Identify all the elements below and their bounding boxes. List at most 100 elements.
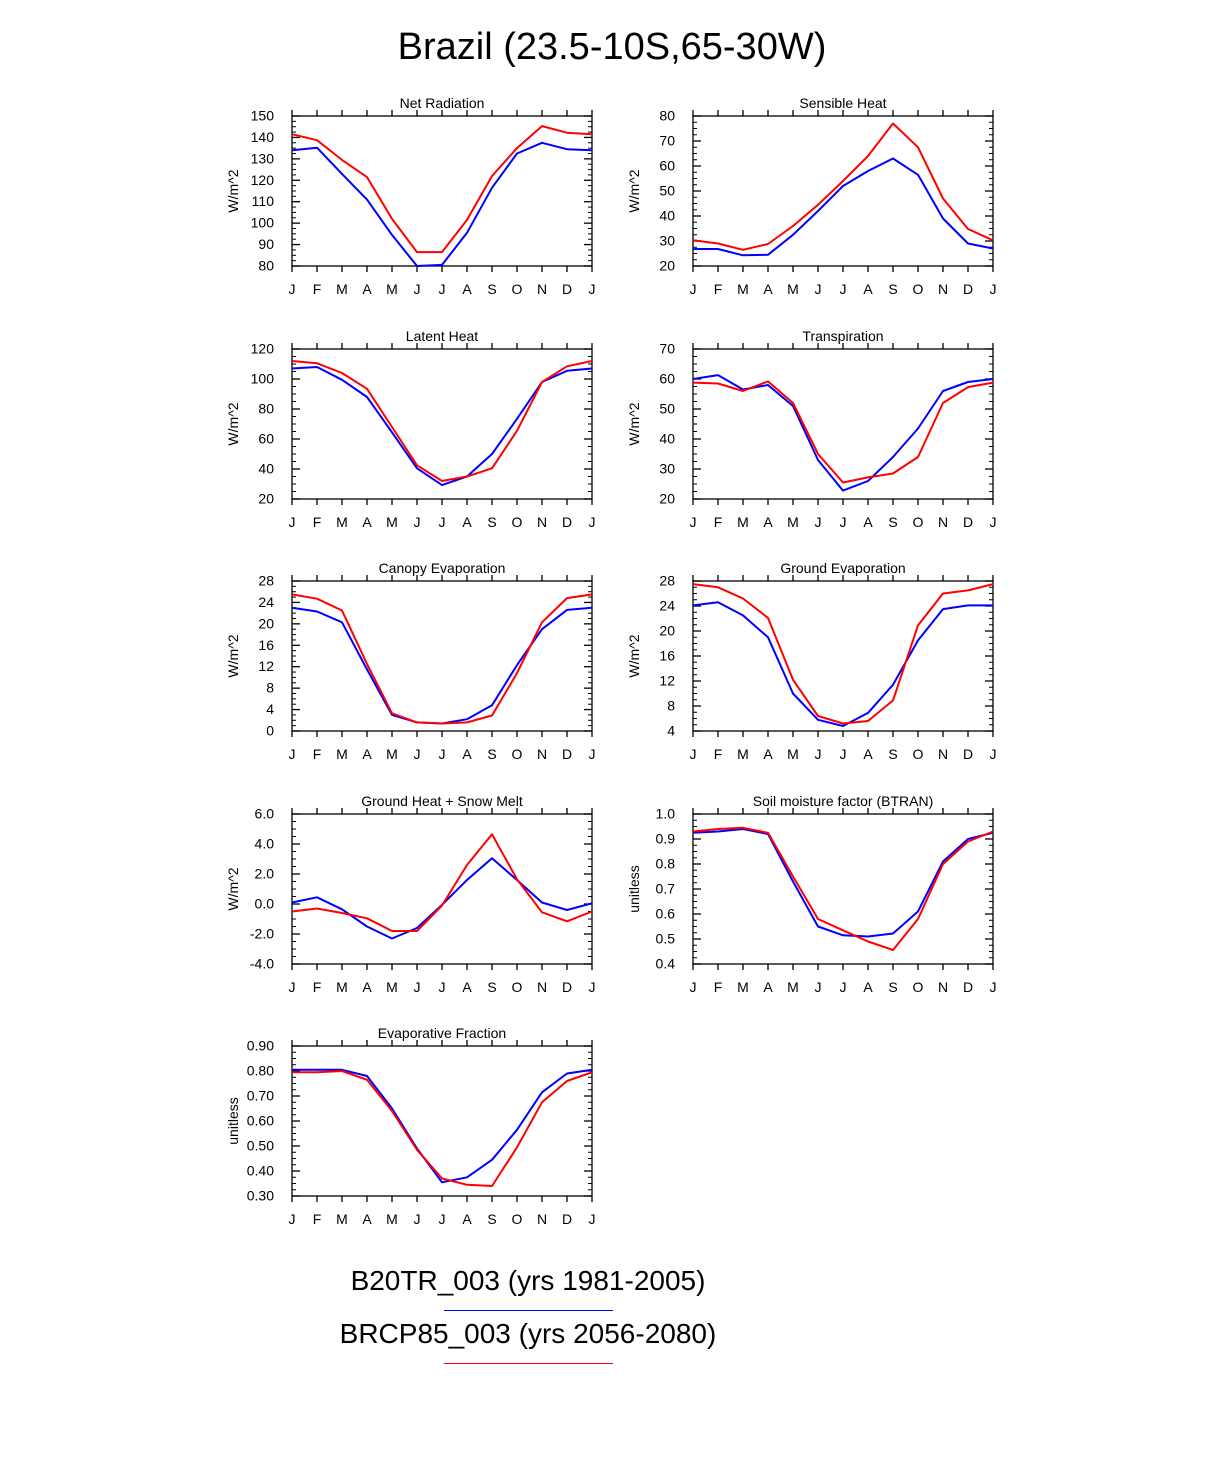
y-tick-label: 150 (251, 108, 275, 124)
x-tick-label: J (589, 1211, 596, 1227)
y-tick-label: 0.5 (656, 931, 676, 947)
x-tick-label: M (386, 979, 398, 995)
x-tick-label: J (589, 979, 596, 995)
y-tick-label: 100 (251, 371, 275, 387)
x-tick-label: N (938, 281, 948, 297)
x-tick-label: D (562, 746, 572, 762)
x-tick-label: M (386, 514, 398, 530)
x-tick-label: N (537, 746, 547, 762)
y-tick-label: 0.30 (247, 1188, 274, 1204)
y-tick-label: 60 (659, 371, 675, 387)
series-line-brcp85 (291, 833, 593, 932)
y-tick-label: 6.0 (255, 806, 275, 822)
legend-label-run2: BRCP85_003 (yrs 2056-2080) (339, 1318, 717, 1349)
x-tick-label: J (815, 746, 822, 762)
panel-title: Net Radiation (400, 95, 485, 111)
y-tick-label: 0.60 (247, 1113, 274, 1129)
x-tick-label: A (462, 514, 472, 530)
plot-frame (692, 348, 994, 500)
x-tick-label: A (863, 281, 873, 297)
panel-title: Sensible Heat (799, 95, 886, 111)
y-tick-label: 0.8 (656, 856, 676, 872)
y-tick-label: 0.4 (656, 956, 676, 972)
series-line-b20tr (291, 366, 593, 487)
x-tick-label: M (787, 514, 799, 530)
x-tick-label: J (690, 281, 697, 297)
x-tick-label: O (512, 979, 523, 995)
x-tick-label: O (913, 281, 924, 297)
x-tick-label: J (439, 1211, 446, 1227)
plot-frame (291, 115, 593, 267)
x-tick-label: J (690, 979, 697, 995)
x-tick-label: J (690, 514, 697, 530)
y-tick-label: 16 (659, 648, 675, 664)
panel-title: Ground Heat + Snow Melt (361, 793, 523, 809)
y-tick-label: 0.9 (656, 831, 676, 847)
x-tick-label: A (863, 979, 873, 995)
x-tick-label: J (414, 1211, 421, 1227)
x-tick-label: J (289, 1211, 296, 1227)
y-tick-label: 12 (659, 673, 675, 689)
y-tick-label: 30 (659, 233, 675, 249)
y-tick-label: 120 (251, 172, 275, 188)
y-tick-label: 16 (258, 637, 274, 653)
plot-frame (692, 580, 994, 732)
x-tick-label: J (439, 979, 446, 995)
x-tick-label: O (512, 514, 523, 530)
x-tick-label: O (512, 1211, 523, 1227)
x-tick-label: M (386, 1211, 398, 1227)
plot-frame (291, 813, 593, 965)
y-axis-label: W/m^2 (626, 634, 642, 677)
y-tick-label: 0.7 (656, 881, 676, 897)
x-tick-label: A (462, 979, 472, 995)
x-tick-label: J (589, 281, 596, 297)
y-tick-label: 2.0 (255, 866, 275, 882)
x-tick-label: M (336, 1211, 348, 1227)
x-tick-label: A (362, 281, 372, 297)
plot-frame (291, 580, 593, 732)
x-tick-label: J (414, 514, 421, 530)
x-tick-label: F (313, 281, 322, 297)
y-tick-label: 70 (659, 133, 675, 149)
x-tick-label: J (990, 746, 997, 762)
y-tick-label: 28 (659, 573, 675, 589)
y-tick-label: 70 (659, 341, 675, 357)
y-tick-label: 24 (258, 594, 274, 610)
x-tick-label: A (362, 746, 372, 762)
y-tick-label: 130 (251, 150, 275, 166)
y-tick-label: 40 (258, 461, 274, 477)
x-tick-label: J (815, 281, 822, 297)
y-tick-label: 24 (659, 598, 675, 614)
x-tick-label: M (787, 746, 799, 762)
x-tick-label: F (313, 746, 322, 762)
y-tick-label: 0.0 (255, 896, 275, 912)
x-tick-label: J (414, 979, 421, 995)
y-tick-label: 4.0 (255, 836, 275, 852)
x-tick-label: J (589, 746, 596, 762)
x-tick-label: F (714, 746, 723, 762)
x-tick-label: S (487, 746, 496, 762)
x-tick-label: M (336, 281, 348, 297)
panel-title: Transpiration (802, 328, 883, 344)
series-line-b20tr (291, 141, 593, 267)
y-tick-label: 28 (258, 573, 274, 589)
y-axis-label: W/m^2 (225, 402, 241, 445)
x-tick-label: S (487, 281, 496, 297)
y-tick-label: 0.70 (247, 1088, 274, 1104)
x-tick-label: M (336, 979, 348, 995)
series-line-brcp85 (291, 125, 593, 254)
x-tick-label: J (439, 514, 446, 530)
y-tick-label: 4 (667, 723, 675, 739)
panel-title: Evaporative Fraction (378, 1025, 506, 1041)
x-tick-label: J (589, 514, 596, 530)
x-tick-label: F (313, 979, 322, 995)
x-tick-label: S (888, 281, 897, 297)
x-tick-label: O (913, 514, 924, 530)
x-tick-label: J (289, 746, 296, 762)
x-tick-label: J (690, 746, 697, 762)
x-tick-label: A (362, 979, 372, 995)
y-tick-label: 8 (266, 680, 274, 696)
x-tick-label: M (737, 514, 749, 530)
